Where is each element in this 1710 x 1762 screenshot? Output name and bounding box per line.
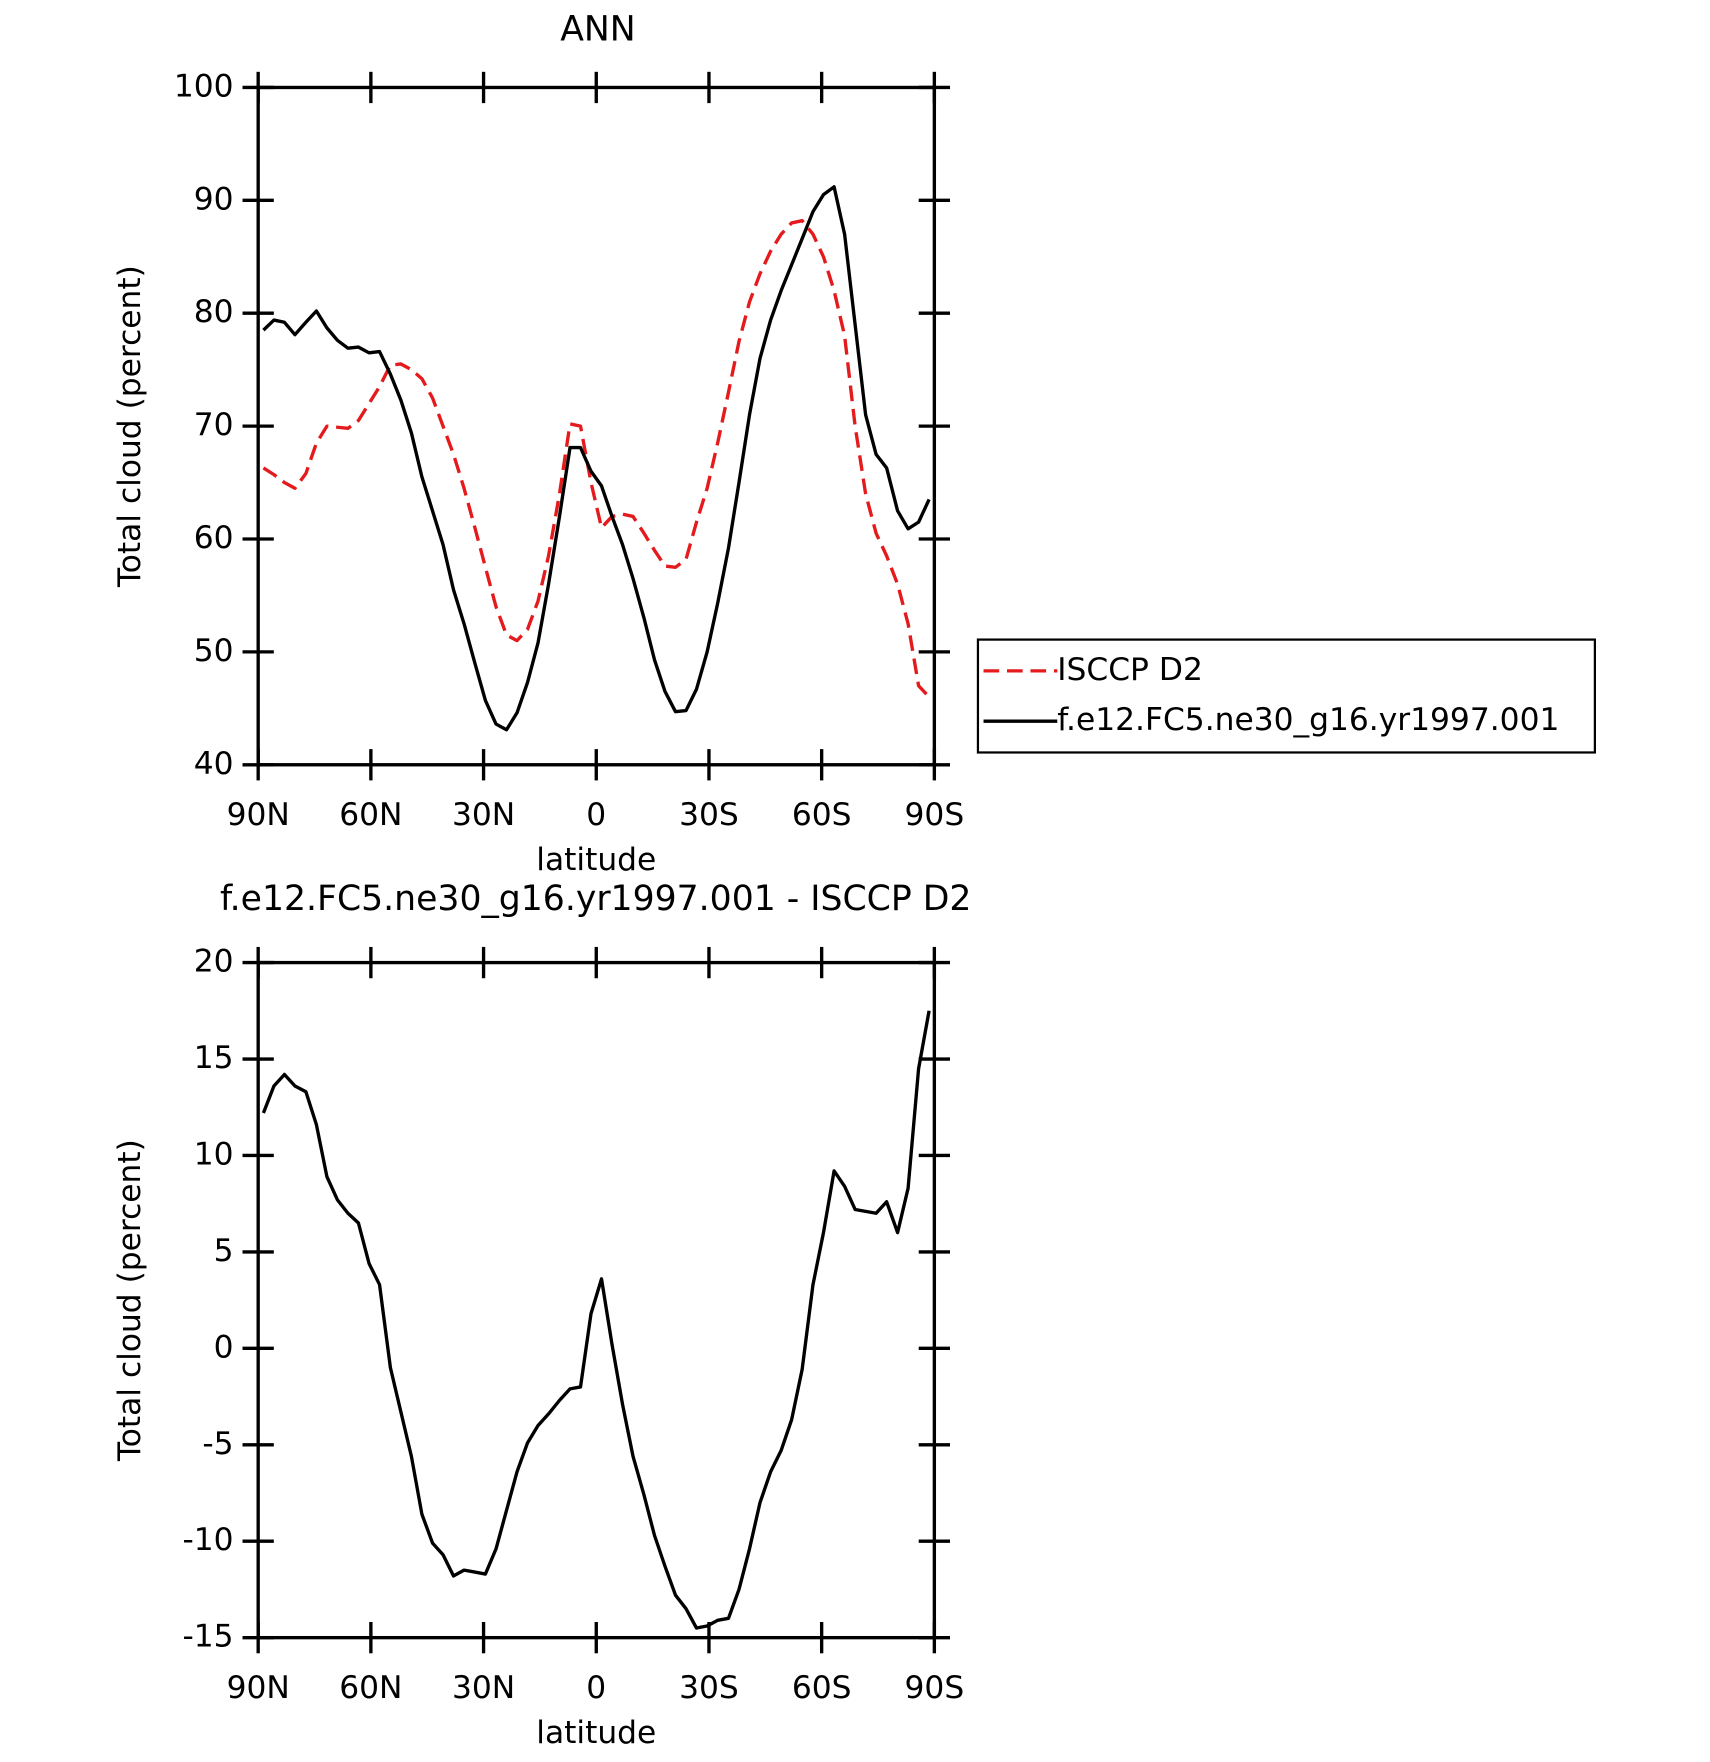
y-tick-label: 60 <box>194 520 234 556</box>
chart-title: ANN <box>560 9 636 49</box>
y-tick-label: 40 <box>194 746 234 782</box>
x-tick-label: 30N <box>452 1670 515 1706</box>
y-tick-label: 0 <box>214 1329 234 1365</box>
x-tick-label: 60S <box>792 797 852 833</box>
y-tick-label: 70 <box>194 407 234 443</box>
y-tick-label: 10 <box>194 1136 234 1172</box>
x-axis-label: latitude <box>536 1715 656 1751</box>
x-tick-label: 0 <box>586 797 606 833</box>
y-tick-label: 20 <box>194 944 234 980</box>
x-tick-label: 90S <box>905 1670 965 1706</box>
x-tick-label: 60S <box>792 1670 852 1706</box>
legend-box <box>976 638 1596 754</box>
y-tick-label: 90 <box>194 181 234 217</box>
y-axis-label: Total cloud (percent) <box>112 1139 148 1462</box>
y-tick-label: -10 <box>182 1522 233 1558</box>
data-line <box>262 219 931 699</box>
x-tick-label: 0 <box>586 1670 606 1706</box>
x-tick-label: 30S <box>679 1670 739 1706</box>
x-tick-label: 90S <box>905 797 965 833</box>
data-line <box>262 185 931 732</box>
x-tick-label: 60N <box>339 1670 402 1706</box>
y-tick-label: -15 <box>182 1619 233 1655</box>
x-tick-label: 90N <box>227 797 290 833</box>
y-tick-label: 50 <box>194 633 234 669</box>
chart-title: f.e12.FC5.ne30_g16.yr1997.001 - ISCCP D2 <box>220 879 971 919</box>
legend-label: f.e12.FC5.ne30_g16.yr1997.001 <box>1057 702 1559 738</box>
y-tick-label: 15 <box>194 1040 234 1076</box>
x-tick-label: 90N <box>227 1670 290 1706</box>
x-axis-label: latitude <box>536 842 656 878</box>
x-tick-label: 60N <box>339 797 402 833</box>
y-tick-label: 100 <box>174 68 234 104</box>
x-tick-label: 30N <box>452 797 515 833</box>
y-tick-label: 80 <box>194 294 234 330</box>
x-tick-label: 30S <box>679 797 739 833</box>
data-line <box>261 1010 931 1630</box>
y-tick-label: 5 <box>214 1233 234 1269</box>
y-tick-label: -5 <box>202 1426 233 1462</box>
legend-label: ISCCP D2 <box>1057 652 1203 688</box>
y-axis-label: Total cloud (percent) <box>112 265 148 588</box>
